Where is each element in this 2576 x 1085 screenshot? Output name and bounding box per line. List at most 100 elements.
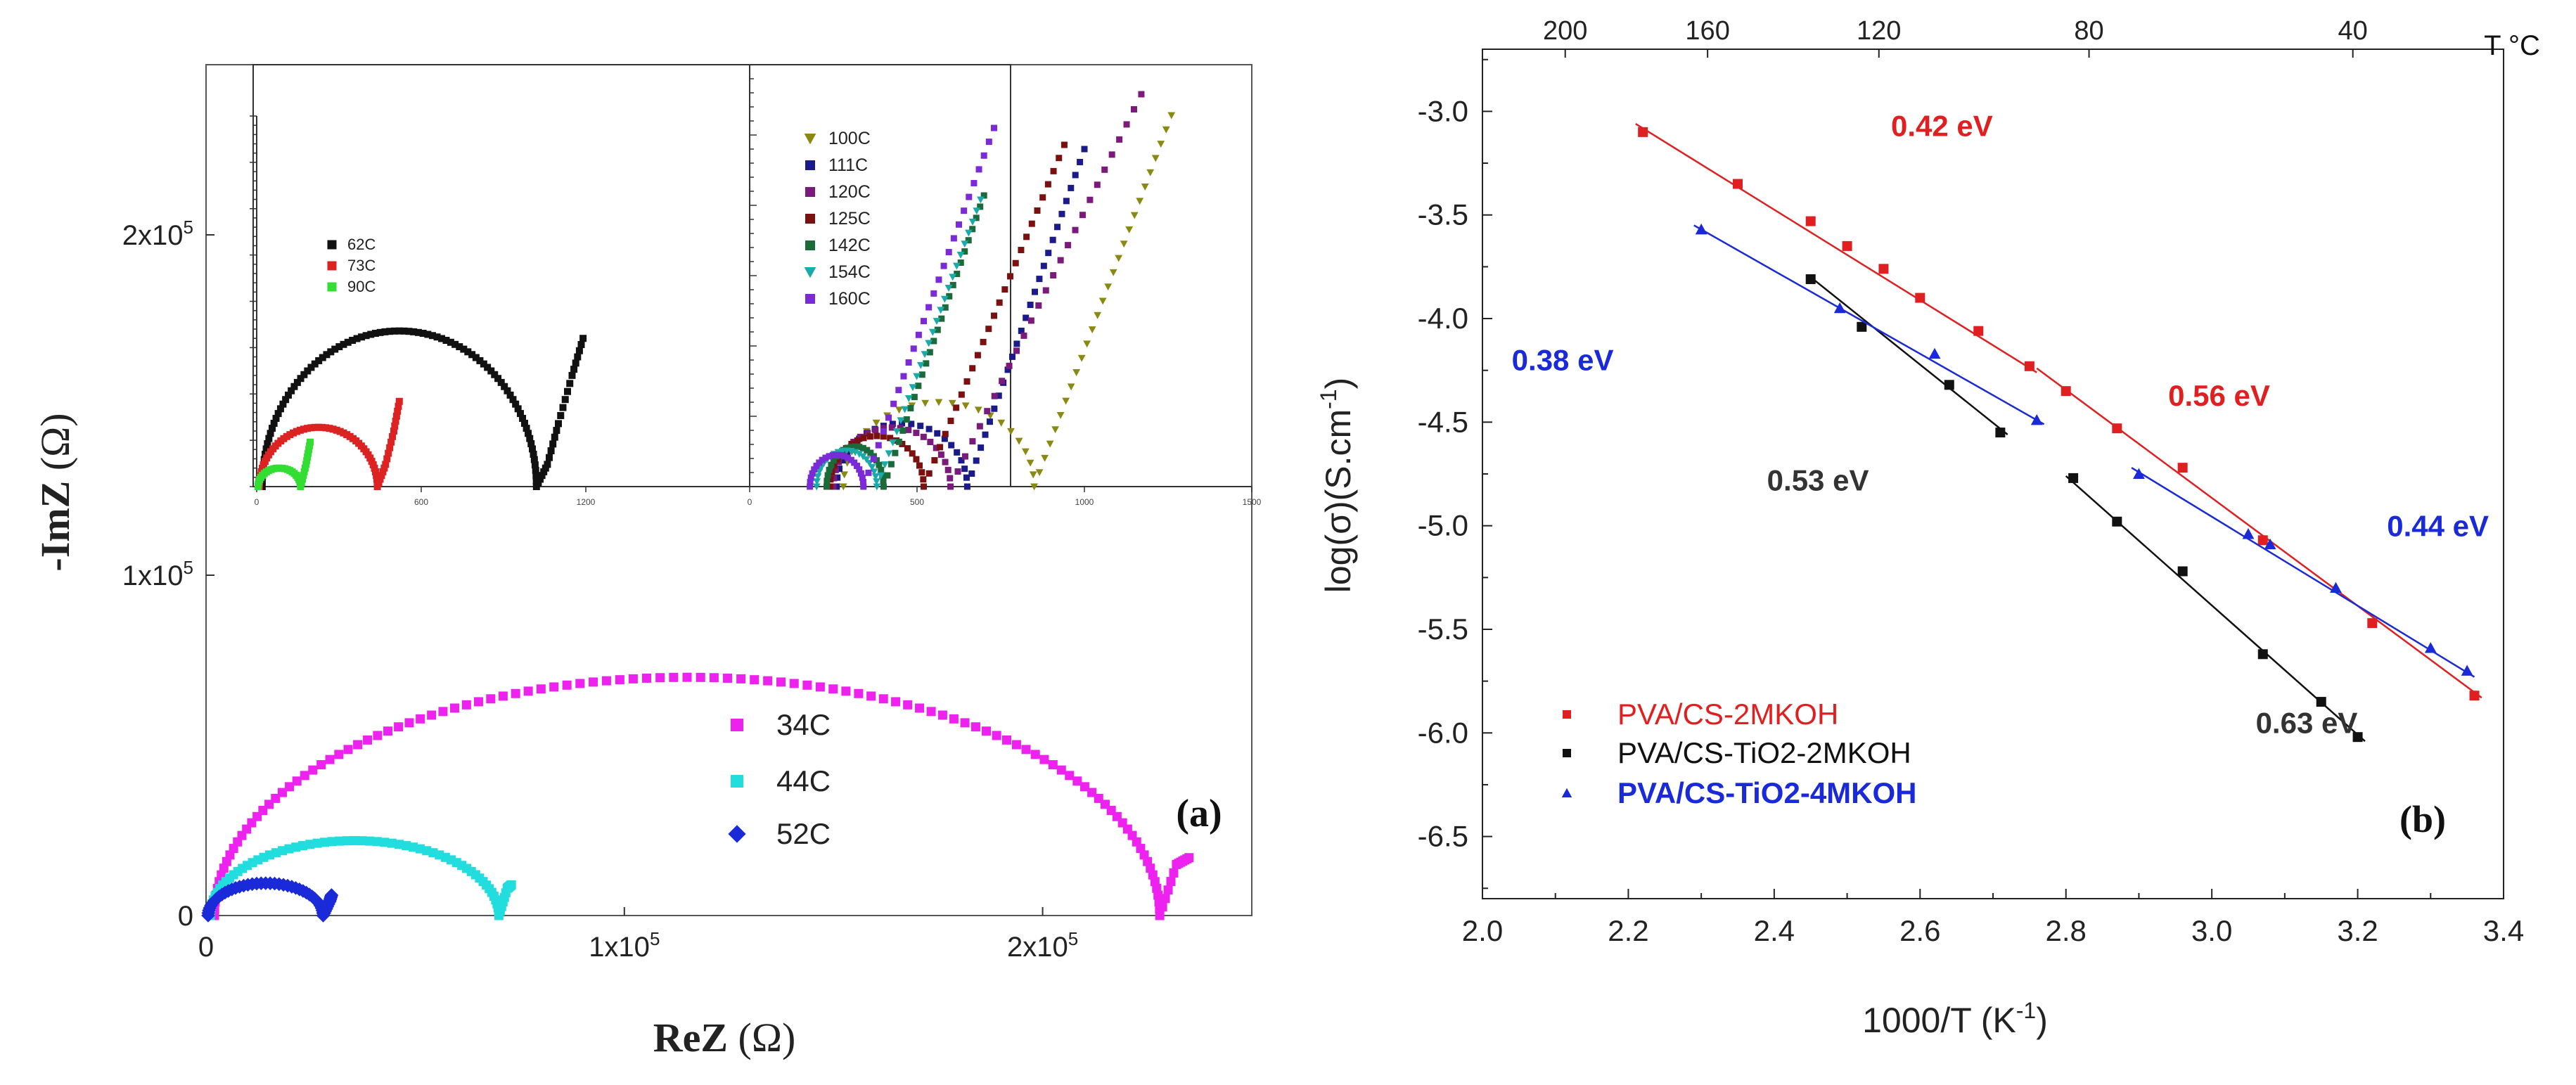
data-point xyxy=(549,440,557,448)
data-point xyxy=(952,262,961,270)
data-point xyxy=(570,366,578,373)
data-point xyxy=(532,472,540,480)
data-point xyxy=(878,466,885,473)
panel-b-series xyxy=(1635,123,2482,743)
data-point xyxy=(536,684,546,694)
data-point xyxy=(938,315,945,322)
data-point xyxy=(915,703,925,713)
data-point xyxy=(856,444,863,451)
data-point xyxy=(682,672,692,682)
data-point xyxy=(913,456,920,463)
data-point xyxy=(472,354,480,361)
data-point xyxy=(319,354,326,361)
data-point xyxy=(986,418,993,425)
data-point xyxy=(918,469,925,476)
data-point xyxy=(386,444,394,451)
data-point xyxy=(889,439,897,447)
data-point xyxy=(322,424,330,432)
data-point xyxy=(307,438,314,446)
data-point xyxy=(750,675,760,685)
data-point xyxy=(1079,782,1089,792)
data-point xyxy=(892,428,901,435)
data-point xyxy=(304,425,312,432)
data-point xyxy=(285,782,295,792)
data-point xyxy=(973,214,980,222)
data-point xyxy=(433,333,441,341)
data-point xyxy=(572,359,579,367)
data-point xyxy=(953,404,960,411)
data-point xyxy=(995,392,1002,399)
data-point xyxy=(966,193,973,200)
data-point xyxy=(1018,247,1025,254)
data-point xyxy=(931,457,938,464)
data-point xyxy=(392,412,400,420)
data-point xyxy=(427,710,437,720)
fit-line xyxy=(1809,276,2008,435)
data-point xyxy=(305,840,315,849)
data-point xyxy=(389,432,397,440)
data-point xyxy=(1001,735,1011,745)
data-point xyxy=(504,387,511,394)
data-point xyxy=(1044,181,1051,188)
data-point xyxy=(325,755,335,764)
data-point xyxy=(819,456,826,463)
data-point xyxy=(537,475,544,483)
data-point xyxy=(538,472,546,480)
data-point xyxy=(2133,468,2145,479)
data-point xyxy=(1048,760,1058,770)
legend-marker-52C xyxy=(728,825,746,843)
inset-low-temperature: 0 600 1200 62C 73C 90C xyxy=(250,64,1011,507)
data-point xyxy=(2112,423,2122,434)
data-point xyxy=(628,674,638,683)
data-point xyxy=(904,445,911,452)
data-point xyxy=(1125,226,1134,233)
data-point xyxy=(1878,264,1889,274)
y-tick-label: 1x105 xyxy=(122,557,193,591)
data-point xyxy=(984,408,991,415)
data-point xyxy=(961,402,970,410)
data-point xyxy=(484,364,492,371)
data-point xyxy=(2264,538,2276,550)
data-point xyxy=(268,425,276,432)
data-point xyxy=(839,483,847,491)
data-point xyxy=(551,433,558,441)
data-point xyxy=(837,451,844,458)
data-point xyxy=(1167,112,1176,120)
data-point xyxy=(903,416,910,423)
data-point xyxy=(885,414,892,421)
inset-2-legend: 100C 111C 120C 125C 142C 154C 160C xyxy=(804,129,871,309)
x-tick-label: 1x105 xyxy=(589,928,660,963)
data-point xyxy=(975,166,982,173)
panel-b-axis-ticks: 2.0 2.2 2.4 2.6 2.8 3.0 3.2 3.4 -3.0 -3.5 -4.0 -4.5… xyxy=(1418,58,2524,947)
data-point xyxy=(519,414,527,422)
data-point xyxy=(451,340,459,348)
data-point xyxy=(655,673,665,683)
data-point xyxy=(340,340,347,348)
data-point xyxy=(1026,459,1034,467)
data-point xyxy=(1072,369,1081,376)
data-point xyxy=(941,435,948,442)
data-point xyxy=(1050,272,1057,279)
data-point xyxy=(404,718,414,728)
data-point xyxy=(937,307,945,314)
data-point xyxy=(1087,196,1094,203)
data-point xyxy=(497,378,505,386)
series-34C xyxy=(210,672,1194,920)
data-point xyxy=(927,439,934,446)
data-point xyxy=(947,483,954,490)
data-point xyxy=(456,343,463,351)
data-point xyxy=(379,468,387,475)
data-point xyxy=(813,478,821,486)
y-tick-label: -6.0 xyxy=(1418,716,1468,749)
data-point xyxy=(980,192,987,199)
data-point xyxy=(1060,141,1068,148)
panel-a-label: (a) xyxy=(1176,792,1222,835)
activation-energy-label: 0.53 eV xyxy=(1767,464,1869,497)
data-point xyxy=(961,240,969,248)
data-point xyxy=(480,360,487,368)
data-point xyxy=(523,686,533,696)
panel-a-x-axis-label: ReZ (Ω) xyxy=(653,1015,796,1060)
data-point xyxy=(833,451,840,458)
data-point xyxy=(362,332,370,340)
data-point xyxy=(878,694,888,704)
